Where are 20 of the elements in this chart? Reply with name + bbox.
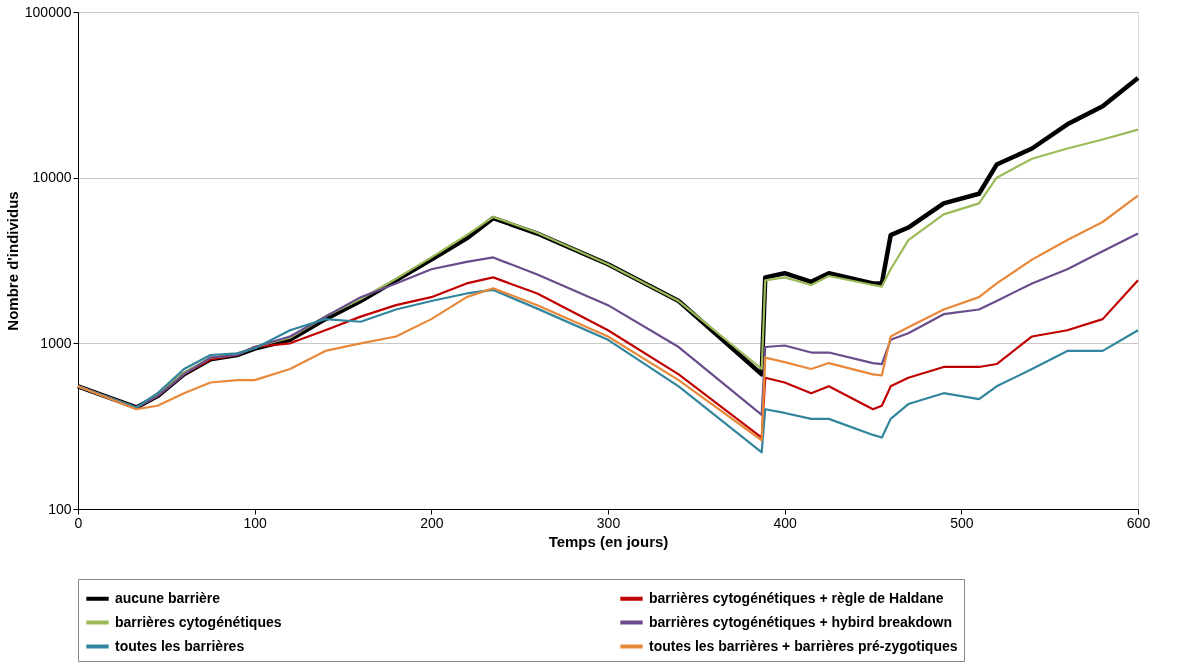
x-tick-label: 0 xyxy=(74,514,83,531)
y-tick-label: 100 xyxy=(48,500,72,517)
x-tick-label: 200 xyxy=(420,514,444,531)
x-axis-title: Temps (en jours) xyxy=(548,532,669,550)
x-tick-label: 300 xyxy=(596,514,621,531)
x-tick-label: 400 xyxy=(773,514,798,531)
legend-label: toutes les barrières + barrières pré-zygotiques xyxy=(649,637,958,654)
y-tick-label: 1000 xyxy=(40,334,72,351)
legend-label: barrières cytogénétiques xyxy=(115,613,282,630)
y-axis-title: Nombre d'individus xyxy=(3,191,21,331)
x-tick-label: 500 xyxy=(950,514,974,531)
x-tick-label: 100 xyxy=(243,514,268,531)
legend-label: barrières cytogénétiques + règle de Haldane xyxy=(649,589,944,606)
y-tick-label: 10000 xyxy=(32,169,72,186)
legend-label: aucune barrière xyxy=(115,589,221,606)
y-tick-label: 100000 xyxy=(24,3,72,20)
legend-label: toutes les barrières xyxy=(115,637,245,654)
x-tick-label: 600 xyxy=(1126,514,1151,531)
line-series xyxy=(76,194,1140,442)
legend-label: barrières cytogénétiques + hybird breakdown xyxy=(649,613,953,630)
